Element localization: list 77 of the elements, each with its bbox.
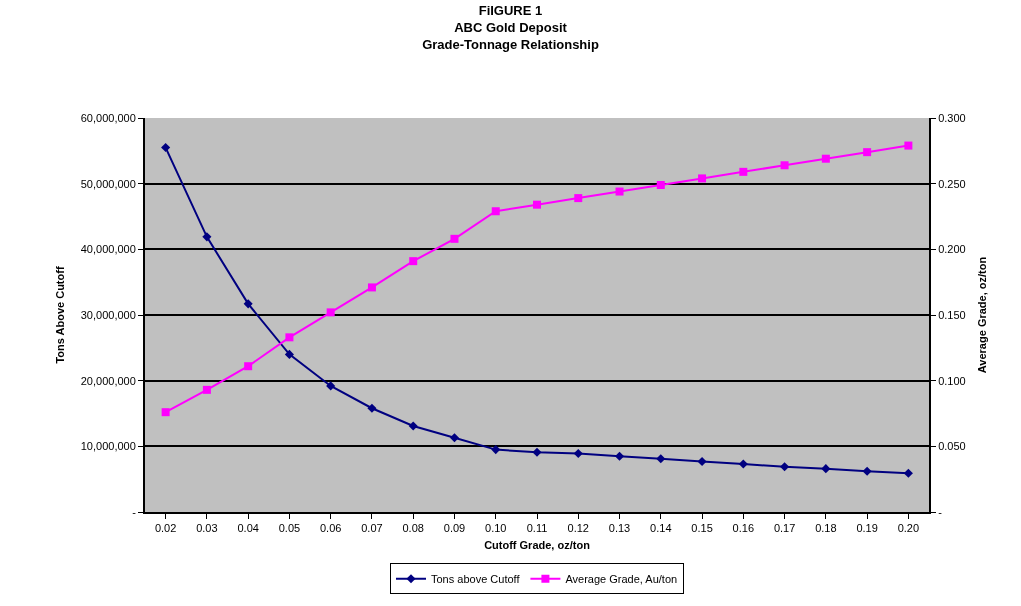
y-tick-label: - <box>132 505 137 518</box>
point <box>326 381 336 391</box>
y2-tick-label: 0.300 <box>938 111 966 124</box>
x-tick-label: 0.04 <box>237 522 259 535</box>
y-tick-label: 30,000,000 <box>80 308 136 321</box>
point <box>326 308 335 317</box>
point <box>202 385 211 394</box>
point <box>284 349 294 359</box>
y2-tick-label: 0.200 <box>938 243 966 256</box>
chart-title: FiIGURE 1 ABC Gold Deposit Grade-Tonnage Relationship <box>422 3 599 52</box>
point <box>615 187 624 196</box>
x-tick-label: 0.11 <box>526 522 548 535</box>
point <box>863 148 872 157</box>
y2-tick-label: 0.250 <box>938 177 966 190</box>
x-tick-label: 0.06 <box>319 522 342 535</box>
x-tick-label: 0.07 <box>361 522 383 535</box>
point <box>367 283 376 292</box>
y2-tick-label: 0.100 <box>938 374 966 387</box>
legend-label: Average Grade, Au/ton <box>565 573 678 586</box>
legend-label: Tons above Cutoff <box>431 573 521 586</box>
x-tick-label: 0.13 <box>608 522 631 535</box>
point <box>614 451 625 461</box>
point <box>533 200 541 209</box>
x-tick-label: 0.19 <box>856 522 878 535</box>
point <box>450 234 459 243</box>
x-tick-label: 0.02 <box>154 522 177 535</box>
point <box>904 141 913 150</box>
y2-axis-title: Average Grade, oz/ton <box>976 256 989 374</box>
x-tick-label: 0.20 <box>897 522 920 535</box>
point <box>491 445 501 455</box>
point <box>408 421 418 431</box>
point <box>697 456 707 466</box>
point <box>821 464 831 474</box>
x-tick-label: 0.09 <box>443 522 466 535</box>
y2-tick-label: 0.050 <box>938 440 966 453</box>
point <box>903 468 913 478</box>
x-tick-label: 0.08 <box>402 522 424 535</box>
x-tick-label: 0.16 <box>732 522 755 535</box>
point <box>491 207 500 216</box>
y-tick-label: 40,000,000 <box>80 243 136 256</box>
point <box>161 408 170 417</box>
point <box>285 333 294 342</box>
x-tick-label: 0.15 <box>691 522 713 535</box>
x-axis-title: Cutoff Grade, oz/ton <box>484 538 591 551</box>
x-tick-label: 0.18 <box>815 522 837 535</box>
point <box>656 180 665 189</box>
point <box>574 194 583 203</box>
y-tick-label: 10,000,000 <box>80 440 136 453</box>
y-tick-label: 60,000,000 <box>80 111 136 124</box>
point <box>573 449 583 459</box>
point <box>738 459 748 469</box>
x-tick-label: 0.12 <box>567 522 589 535</box>
x-tick-label: 0.10 <box>485 522 507 535</box>
point <box>532 447 542 457</box>
y2-tick-label: - <box>938 505 943 518</box>
point <box>244 362 253 371</box>
point <box>698 174 707 183</box>
x-tick-label: 0.14 <box>650 522 672 535</box>
x-tick-label: 0.03 <box>196 522 218 535</box>
y-tick-label: 20,000,000 <box>80 374 136 387</box>
point <box>202 232 212 242</box>
point <box>161 143 171 153</box>
point <box>780 161 789 170</box>
point <box>821 154 830 163</box>
point <box>739 167 748 176</box>
point <box>367 403 377 413</box>
point <box>449 433 460 443</box>
y-tick-label: 50,000,000 <box>80 177 136 190</box>
x-tick-label: 0.17 <box>773 522 796 535</box>
point <box>780 462 790 472</box>
point <box>656 454 666 464</box>
point <box>862 466 872 476</box>
point <box>243 299 253 309</box>
x-tick-label: 0.05 <box>278 522 301 535</box>
y-axis-title: Tons Above Cutoff <box>53 266 66 364</box>
point <box>409 257 418 266</box>
y2-tick-label: 0.150 <box>938 308 966 321</box>
